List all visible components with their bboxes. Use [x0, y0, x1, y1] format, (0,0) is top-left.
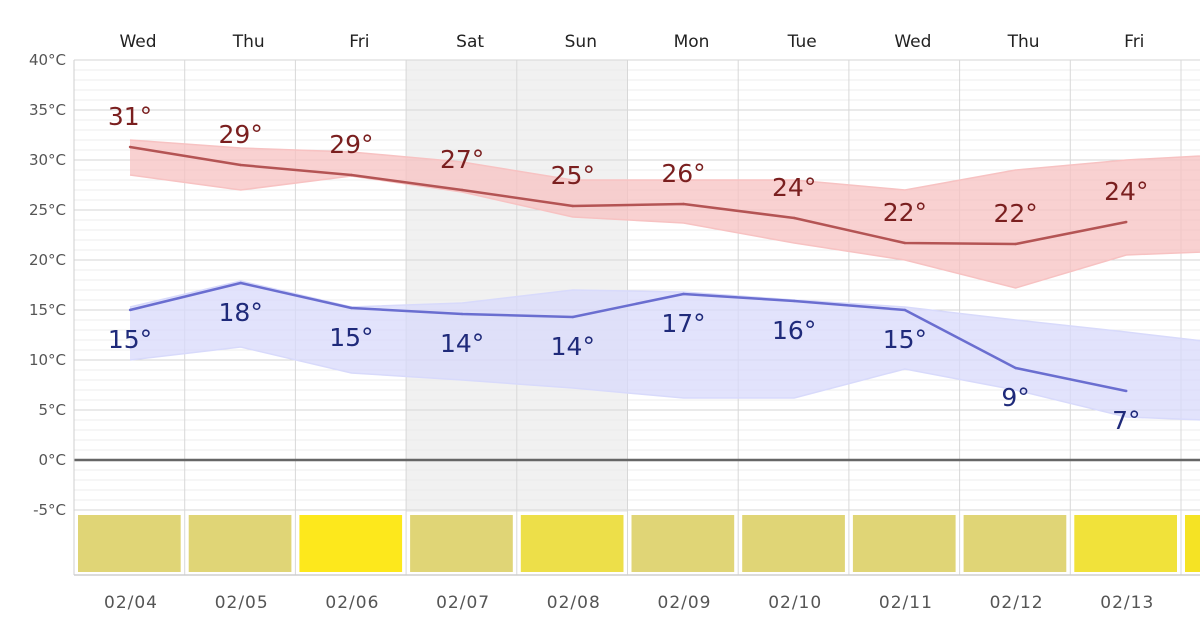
date-label: 02/04: [104, 593, 158, 613]
weather-strip-cell: [520, 515, 624, 572]
low-temp-label: 17°: [661, 309, 705, 338]
weather-strip-cell: [1185, 515, 1200, 572]
y-tick-label: 40°C: [29, 51, 66, 69]
weather-strip-cell: [1074, 515, 1177, 572]
day-label: Thu: [232, 32, 265, 52]
day-label: Mon: [674, 32, 710, 52]
low-temperature-range-upper-edge: [129, 280, 1200, 342]
weather-strip-cell: [299, 515, 403, 572]
low-point: [128, 308, 132, 312]
low-temp-label: 15°: [108, 325, 152, 354]
high-temperature-line: [129, 145, 1127, 246]
high-temp-label: 29°: [329, 130, 373, 159]
weekend-shade: [516, 60, 628, 512]
date-label: 02/12: [990, 593, 1044, 613]
day-label: Wed: [119, 32, 156, 52]
high-temp-label: 25°: [551, 161, 595, 190]
low-temperature-line: [129, 281, 1127, 393]
high-point: [903, 241, 907, 245]
temperature-lines: [128, 145, 1128, 393]
day-label: Sat: [456, 32, 484, 52]
weather-strip-cell: [631, 515, 735, 572]
low-point: [350, 306, 353, 310]
date-label: 02/09: [658, 593, 712, 613]
low-temp-label: 7°: [1112, 406, 1140, 435]
y-tick-label: 15°C: [29, 301, 66, 319]
date-label: 02/10: [768, 593, 822, 613]
high-temp-label: 24°: [1104, 177, 1148, 206]
y-tick-label: -5°C: [33, 501, 66, 519]
high-temperature-range-upper-edge: [129, 139, 1200, 191]
day-label: Fri: [349, 32, 369, 52]
date-label: 02/11: [879, 593, 933, 613]
date-label: 02/13: [1100, 593, 1154, 613]
weather-strip-cell: [963, 515, 1067, 572]
low-temp-label: 14°: [440, 329, 484, 358]
high-temp-label: 22°: [883, 198, 927, 227]
low-temp-label: 15°: [883, 325, 927, 354]
date-label: 02/05: [215, 593, 269, 613]
low-temp-label: 15°: [329, 323, 373, 352]
y-tick-label: 35°C: [29, 101, 66, 119]
low-point: [239, 281, 242, 285]
chart-axes: 40°C 35°C 30°C 25°C 20°C 15°C 10°C 5°C 0°C -5°C We…: [29, 32, 1200, 613]
temperature-labels: 31° 29° 29° 27° 25° 26° 24° 22° 22° 24° 15° 18° 15° 1…: [108, 102, 1149, 435]
high-point: [350, 173, 353, 177]
weather-strip-cell: [78, 515, 181, 572]
day-label: Sun: [565, 32, 597, 52]
high-point: [1014, 242, 1017, 246]
weather-strip-cell: [410, 515, 513, 572]
y-tick-label: 0°C: [38, 451, 66, 469]
weather-strip: [78, 515, 1200, 572]
low-temperature-range: [130, 281, 1200, 420]
high-point: [1125, 220, 1128, 224]
low-temp-label: 18°: [219, 298, 263, 327]
high-temp-label: 24°: [772, 173, 816, 202]
high-temp-label: 29°: [219, 120, 263, 149]
date-label: 02/06: [325, 593, 379, 613]
high-point: [128, 145, 132, 149]
high-temperature-range: [130, 140, 1200, 288]
low-temp-label: 14°: [551, 332, 595, 361]
low-temperature-range-lower-edge: [129, 346, 1200, 421]
low-point: [1125, 389, 1128, 393]
day-label: Fri: [1124, 32, 1144, 52]
temperature-ranges: [129, 139, 1200, 421]
high-temp-label: 22°: [993, 199, 1037, 228]
high-temp-label: 31°: [108, 102, 152, 131]
y-tick-label: 25°C: [29, 201, 66, 219]
y-tick-label: 30°C: [29, 151, 66, 169]
weather-strip-cell: [852, 515, 956, 572]
y-tick-label: 10°C: [29, 351, 66, 369]
date-label: 02/07: [436, 593, 490, 613]
low-point: [793, 299, 796, 303]
high-point: [682, 202, 685, 206]
day-label: Tue: [787, 32, 817, 52]
high-point: [239, 163, 242, 167]
high-point: [793, 216, 796, 220]
low-point: [682, 292, 685, 296]
low-point: [1014, 366, 1017, 370]
high-temperature-range-lower-edge: [129, 174, 1200, 289]
high-point: [460, 188, 464, 192]
y-tick-label: 20°C: [29, 251, 66, 269]
high-point: [571, 204, 574, 208]
day-label: Wed: [894, 32, 931, 52]
weekend-shade: [406, 60, 517, 512]
weather-strip-cell: [188, 515, 292, 572]
date-label: 02/08: [547, 593, 601, 613]
low-temp-label: 9°: [1001, 383, 1029, 412]
low-point: [903, 308, 907, 312]
low-temp-label: 16°: [772, 316, 816, 345]
y-tick-label: 5°C: [38, 401, 66, 419]
weather-strip-cell: [742, 515, 845, 572]
high-temp-label: 27°: [440, 145, 484, 174]
low-point: [571, 315, 574, 319]
low-point: [460, 312, 464, 316]
day-label: Thu: [1007, 32, 1040, 52]
high-temp-label: 26°: [661, 159, 705, 188]
